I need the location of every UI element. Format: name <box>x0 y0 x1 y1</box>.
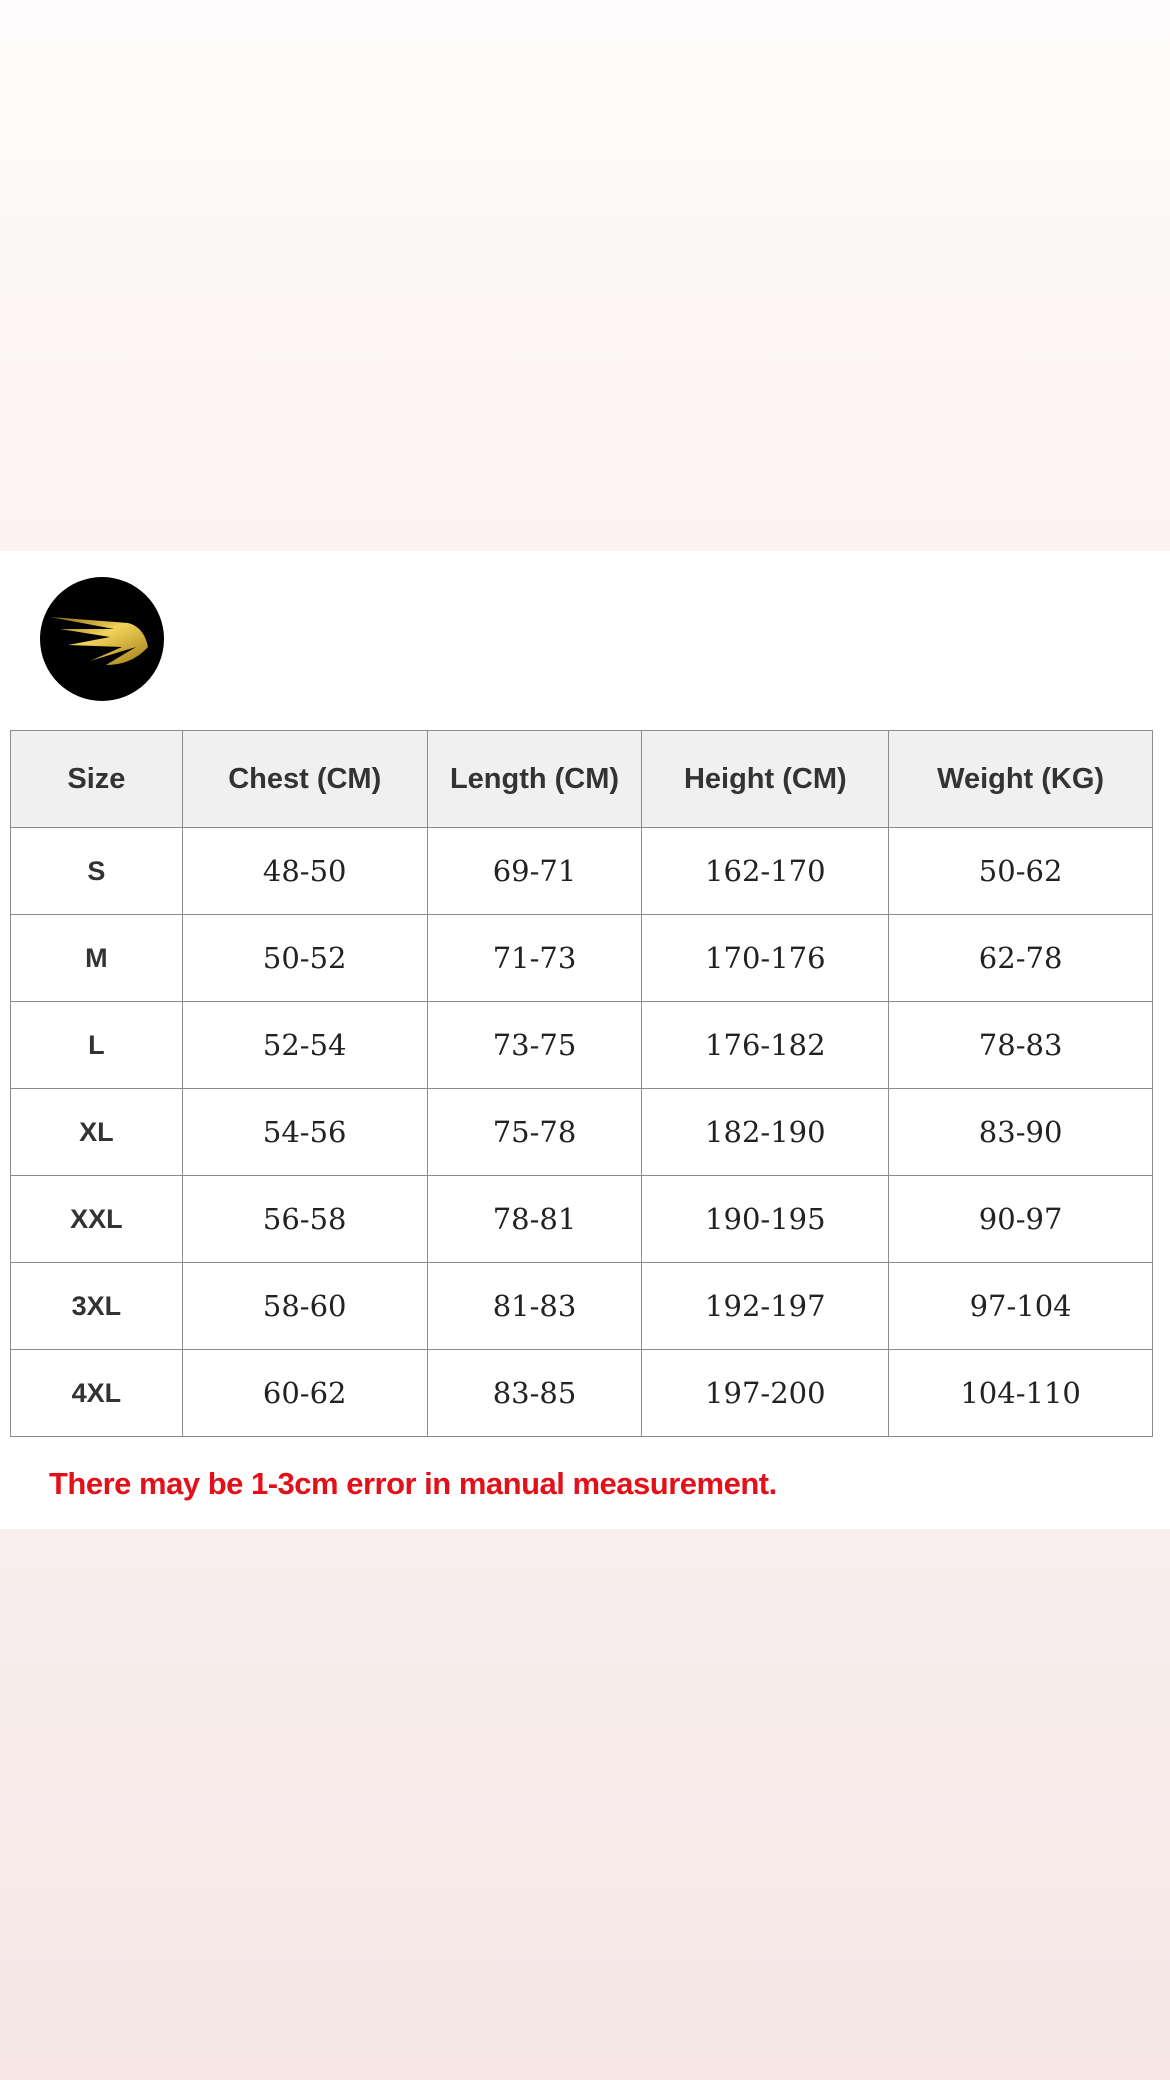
table-row: 4XL 60-62 83-85 197-200 104-110 <box>10 1349 1153 1437</box>
cell-length: 73-75 <box>426 1001 643 1089</box>
cell-weight: 50-62 <box>888 827 1153 915</box>
cell-height: 170-176 <box>641 914 890 1002</box>
cell-length: 78-81 <box>426 1175 643 1263</box>
cell-height: 176-182 <box>641 1001 890 1089</box>
table-row: S 48-50 69-71 162-170 50-62 <box>10 827 1153 915</box>
cell-size: S <box>10 827 183 915</box>
size-chart-table: Size Chest (CM) Length (CM) Height (CM) … <box>10 730 1153 1437</box>
cell-weight: 83-90 <box>888 1088 1153 1176</box>
cell-length: 81-83 <box>426 1262 643 1350</box>
measurement-note: There may be 1-3cm error in manual measu… <box>49 1466 777 1501</box>
cell-length: 71-73 <box>426 914 643 1002</box>
cell-weight: 104-110 <box>888 1349 1153 1437</box>
header-chest: Chest (CM) <box>181 730 428 828</box>
cell-height: 182-190 <box>641 1088 890 1176</box>
table-row: M 50-52 71-73 170-176 62-78 <box>10 914 1153 1002</box>
cell-weight: 62-78 <box>888 914 1153 1002</box>
cell-height: 162-170 <box>641 827 890 915</box>
cell-length: 69-71 <box>426 827 643 915</box>
cell-length: 75-78 <box>426 1088 643 1176</box>
cell-chest: 54-56 <box>181 1088 428 1176</box>
cell-chest: 50-52 <box>181 914 428 1002</box>
cell-size: XXL <box>10 1175 183 1263</box>
cell-height: 197-200 <box>641 1349 890 1437</box>
cell-height: 190-195 <box>641 1175 890 1263</box>
header-size: Size <box>10 730 183 828</box>
cell-size: M <box>10 914 183 1002</box>
brand-logo <box>40 577 164 701</box>
cell-size: L <box>10 1001 183 1089</box>
table-header-row: Size Chest (CM) Length (CM) Height (CM) … <box>10 730 1153 828</box>
cell-weight: 78-83 <box>888 1001 1153 1089</box>
cell-chest: 60-62 <box>181 1349 428 1437</box>
table-row: L 52-54 73-75 176-182 78-83 <box>10 1001 1153 1089</box>
cell-weight: 90-97 <box>888 1175 1153 1263</box>
table-row: 3XL 58-60 81-83 192-197 97-104 <box>10 1262 1153 1350</box>
cell-chest: 48-50 <box>181 827 428 915</box>
cell-chest: 56-58 <box>181 1175 428 1263</box>
header-weight: Weight (KG) <box>888 730 1153 828</box>
cell-length: 83-85 <box>426 1349 643 1437</box>
cell-size: XL <box>10 1088 183 1176</box>
cell-height: 192-197 <box>641 1262 890 1350</box>
cell-chest: 58-60 <box>181 1262 428 1350</box>
cell-size: 3XL <box>10 1262 183 1350</box>
golden-wing-icon <box>50 617 148 665</box>
header-length: Length (CM) <box>426 730 643 828</box>
table-row: XXL 56-58 78-81 190-195 90-97 <box>10 1175 1153 1263</box>
cell-size: 4XL <box>10 1349 183 1437</box>
table-row: XL 54-56 75-78 182-190 83-90 <box>10 1088 1153 1176</box>
header-height: Height (CM) <box>641 730 890 828</box>
cell-weight: 97-104 <box>888 1262 1153 1350</box>
cell-chest: 52-54 <box>181 1001 428 1089</box>
